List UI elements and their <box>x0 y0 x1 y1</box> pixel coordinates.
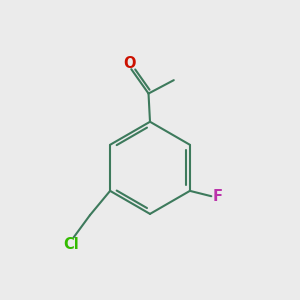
Text: F: F <box>213 189 223 204</box>
Text: O: O <box>124 56 136 71</box>
Text: Cl: Cl <box>63 237 79 252</box>
